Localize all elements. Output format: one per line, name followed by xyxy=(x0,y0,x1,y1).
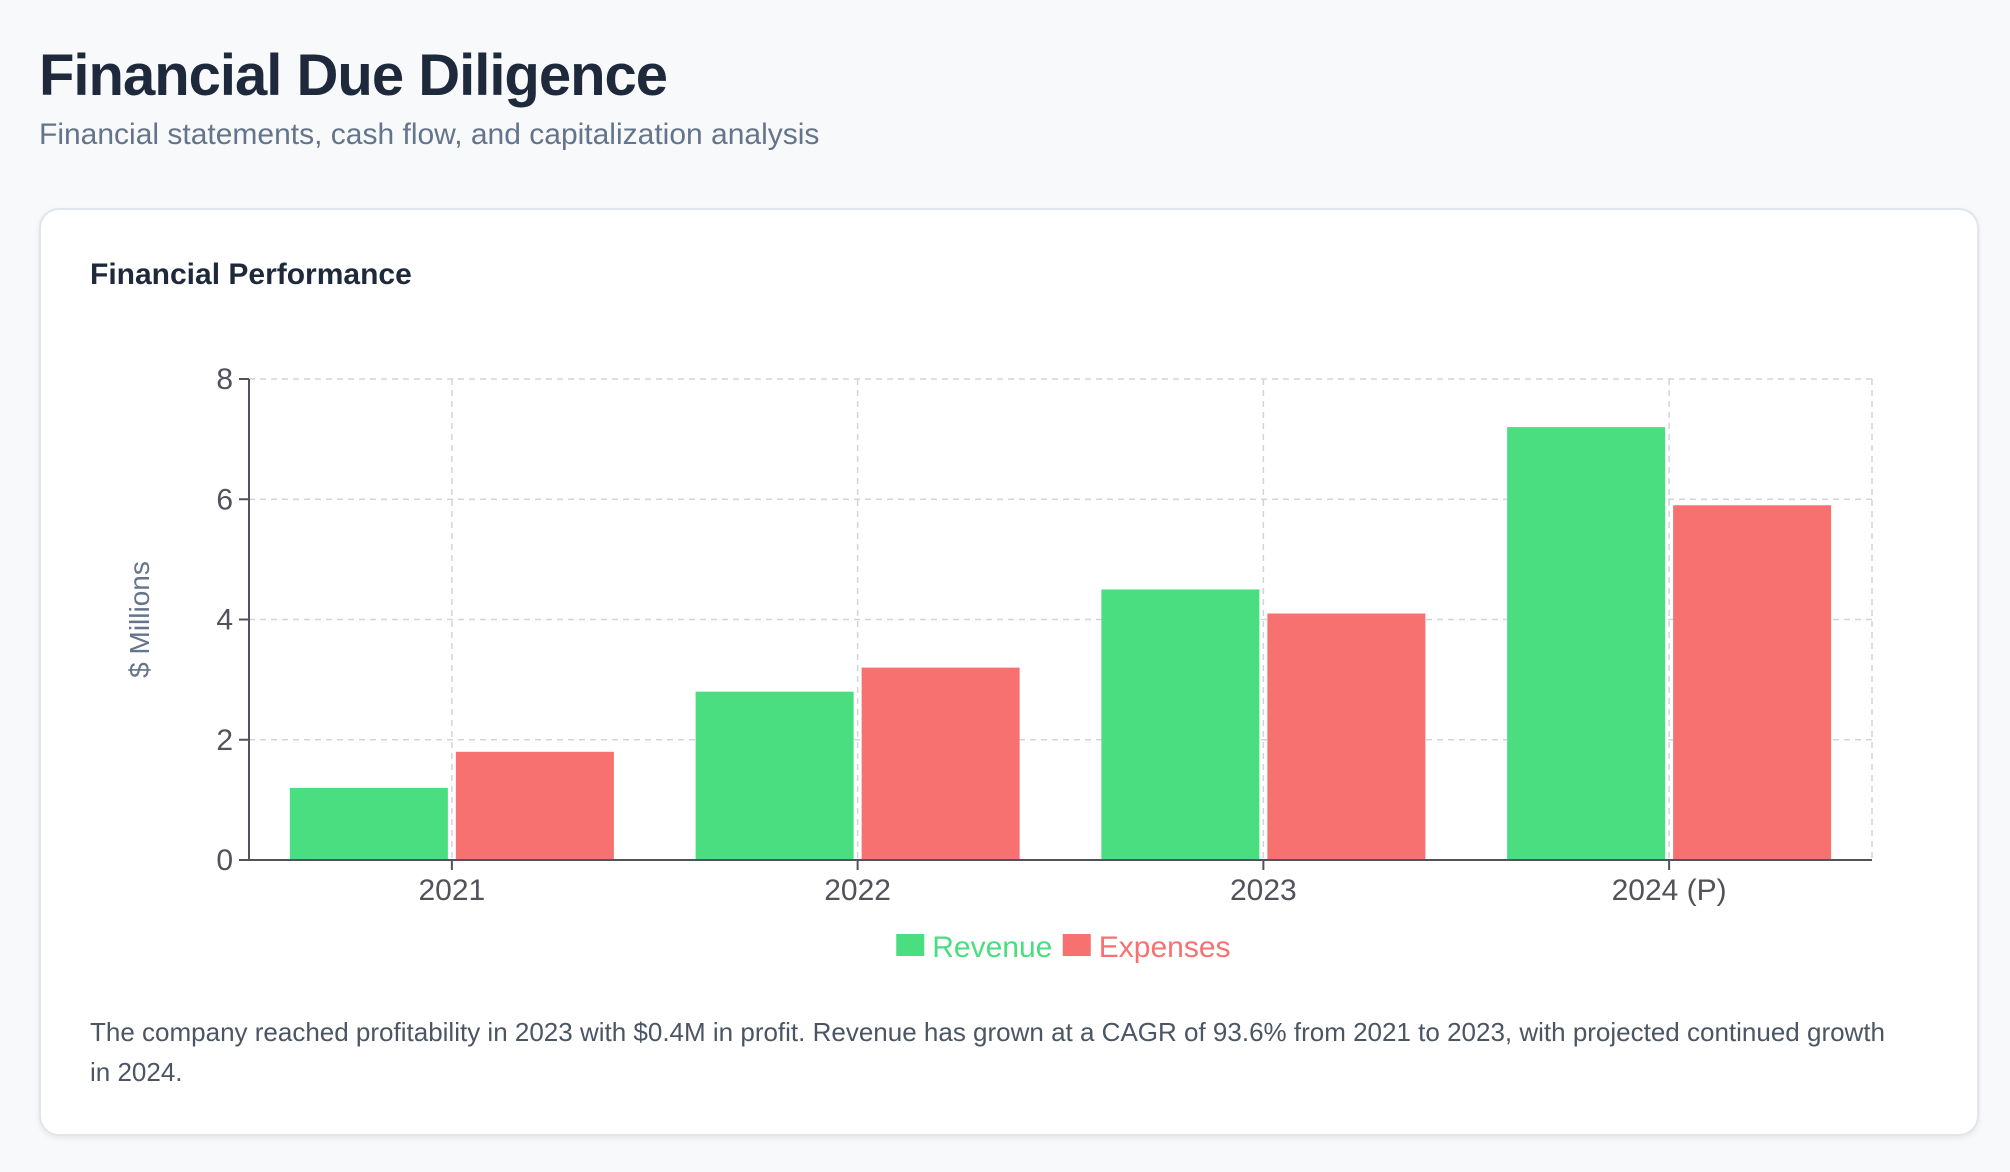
bar-expenses-2024-p xyxy=(1673,505,1832,860)
legend-label-expenses: Expenses xyxy=(1099,931,1231,964)
financial-performance-chart: 0 2 4 6 8 2021 2022 2023 2024 (P) $ Millions Reven… xyxy=(124,363,1873,964)
chart-note: The company reached profitability in 202… xyxy=(90,1017,1886,1087)
legend-swatch-expenses xyxy=(1062,934,1091,956)
y-tick-label-0: 0 xyxy=(216,844,233,877)
y-tick-label-2: 2 xyxy=(216,724,233,757)
y-tick-label-4: 4 xyxy=(216,604,233,637)
bar-expenses-2023 xyxy=(1267,613,1426,860)
legend-label-revenue: Revenue xyxy=(932,931,1052,964)
x-tick-label-2022: 2022 xyxy=(824,874,891,907)
legend-swatch-revenue xyxy=(896,934,925,956)
x-tick-label-2023: 2023 xyxy=(1230,874,1297,907)
y-axis-label: $ Millions xyxy=(124,561,155,678)
y-tick-label-6: 6 xyxy=(216,483,233,516)
page-subtitle: Financial statements, cash flow, and cap… xyxy=(39,118,820,151)
x-tick-label-2024-p: 2024 (P) xyxy=(1612,874,1727,907)
card-title: Financial Performance xyxy=(90,258,412,291)
bar-revenue-2024-p xyxy=(1507,427,1666,860)
bar-expenses-2021 xyxy=(455,751,614,860)
x-tick-label-2021: 2021 xyxy=(419,874,486,907)
bar-revenue-2021 xyxy=(289,787,448,860)
page-title: Financial Due Diligence xyxy=(39,43,668,108)
y-tick-label-8: 8 xyxy=(216,363,233,396)
page-header: Financial Due Diligence Financial statem… xyxy=(39,40,819,154)
bar-revenue-2022 xyxy=(695,691,854,860)
bar-revenue-2023 xyxy=(1101,589,1260,860)
financial-performance-card: Financial Performance 0 2 4 6 8 2021 2022 2023 2… xyxy=(39,208,1979,1136)
bar-expenses-2022 xyxy=(861,667,1020,860)
